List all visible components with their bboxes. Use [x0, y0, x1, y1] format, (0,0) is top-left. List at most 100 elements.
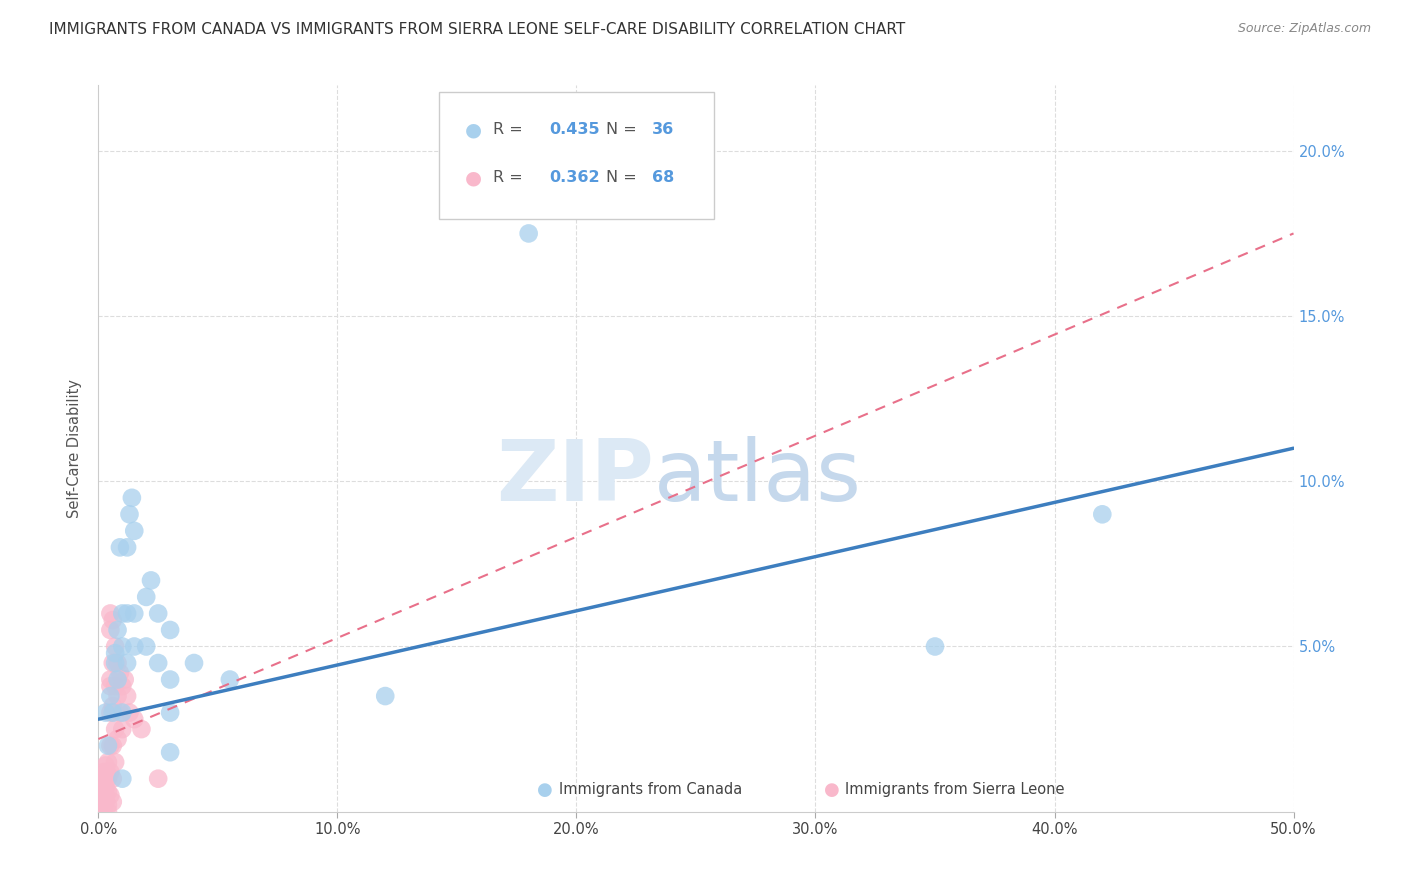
Point [148, 772, 170, 786]
Point [98, 679, 122, 693]
Text: 0.435: 0.435 [548, 122, 599, 137]
Point [89, 791, 111, 805]
Point [90, 781, 112, 796]
Point [135, 590, 157, 604]
Point [219, 673, 242, 687]
Point [89, 795, 111, 809]
Point [89, 805, 111, 819]
Text: R =: R = [494, 122, 527, 137]
Point [111, 607, 134, 621]
Point [90, 788, 112, 802]
Point [89, 795, 111, 809]
Point [89, 788, 111, 802]
Point [97, 739, 120, 753]
Point [94, 781, 117, 796]
Point [97, 785, 120, 799]
Point [98, 623, 122, 637]
Point [108, 665, 131, 680]
Point [90, 805, 112, 819]
Text: ZIP: ZIP [496, 436, 654, 519]
Point [159, 623, 181, 637]
Point [107, 656, 129, 670]
Point [91, 788, 114, 802]
Point [93, 781, 115, 796]
Point [93, 772, 115, 786]
Point [98, 689, 122, 703]
Point [97, 772, 120, 786]
Point [111, 679, 134, 693]
Point [98, 739, 122, 753]
Point [115, 656, 138, 670]
Point [135, 640, 157, 654]
Point [124, 524, 146, 538]
Point [90, 788, 112, 802]
Point [111, 706, 134, 720]
Point [183, 656, 205, 670]
Point [101, 698, 124, 713]
Point [90, 791, 112, 805]
Point [101, 739, 124, 753]
Point [91, 791, 114, 805]
Point [94, 795, 117, 809]
Text: 68: 68 [652, 170, 673, 186]
Text: Source: ZipAtlas.com: Source: ZipAtlas.com [1237, 22, 1371, 36]
FancyBboxPatch shape [439, 92, 714, 219]
Point [139, 574, 162, 588]
Point [93, 765, 115, 780]
Point [98, 673, 122, 687]
Point [115, 607, 138, 621]
Point [104, 640, 127, 654]
Point [115, 689, 138, 703]
Point [91, 798, 114, 813]
Text: N =: N = [606, 170, 643, 186]
Point [118, 508, 141, 522]
Point [90, 785, 112, 799]
Point [107, 623, 129, 637]
Text: R =: R = [494, 170, 527, 186]
Text: ●: ● [824, 780, 839, 799]
Point [91, 772, 114, 786]
Point [159, 745, 181, 759]
Point [94, 706, 117, 720]
Point [124, 640, 146, 654]
Point [97, 798, 120, 813]
Point [94, 772, 117, 786]
Point [115, 541, 138, 555]
Point [98, 765, 122, 780]
Text: ●: ● [465, 169, 482, 187]
Point [91, 778, 114, 792]
Point [94, 788, 117, 802]
Point [98, 788, 122, 802]
Point [108, 541, 131, 555]
Point [91, 795, 114, 809]
Point [159, 706, 181, 720]
Point [91, 781, 114, 796]
Text: ●: ● [537, 780, 553, 799]
Text: 36: 36 [652, 122, 673, 137]
Point [107, 673, 129, 687]
Point [104, 646, 127, 660]
Point [94, 758, 117, 772]
Point [101, 613, 124, 627]
Point [96, 765, 118, 780]
Point [98, 706, 122, 720]
Point [101, 795, 124, 809]
Point [107, 689, 129, 703]
Y-axis label: Self-Care Disability: Self-Care Disability [67, 379, 83, 517]
Point [118, 706, 141, 720]
Text: N =: N = [606, 122, 643, 137]
Point [104, 722, 127, 736]
Point [148, 607, 170, 621]
Point [517, 227, 540, 241]
Text: atlas: atlas [654, 436, 862, 519]
Point [90, 795, 112, 809]
Point [108, 706, 131, 720]
Point [148, 656, 170, 670]
Point [1091, 508, 1114, 522]
Point [124, 712, 146, 726]
Point [107, 731, 129, 746]
Point [90, 798, 112, 813]
Text: 0.362: 0.362 [548, 170, 599, 186]
Point [104, 679, 127, 693]
Point [111, 722, 134, 736]
